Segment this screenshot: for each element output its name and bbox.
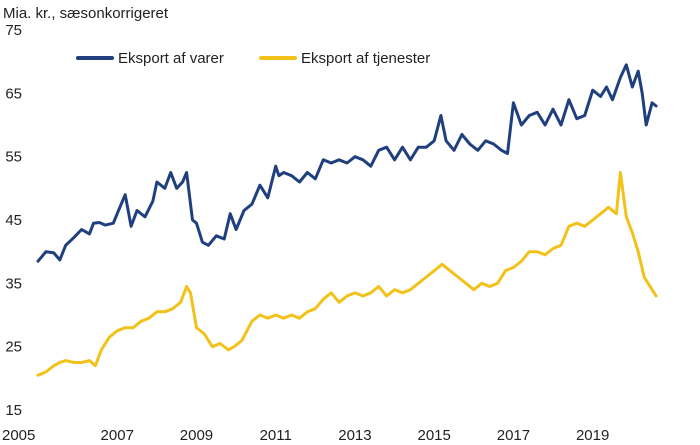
series-line-tjenester [36, 171, 658, 377]
y-tick-labels: 15 25 35 45 55 65 75 [5, 22, 22, 419]
x-tick-label: 2017 [497, 427, 530, 444]
legend-label-varer: Eksport af varer [118, 50, 224, 67]
series-line-varer [36, 63, 658, 263]
y-axis-label: Mia. kr., sæsonkorrigeret [3, 5, 169, 22]
x-tick-label: 2007 [101, 427, 134, 444]
x-tick-label: 2015 [418, 427, 451, 444]
y-tick-label: 45 [5, 212, 22, 229]
x-tick-label: 2005 [2, 427, 35, 444]
y-tick-label: 25 [5, 339, 22, 356]
x-tick-label: 2009 [180, 427, 213, 444]
y-tick-label: 65 [5, 85, 22, 102]
x-tick-label: 2011 [260, 427, 292, 444]
y-tick-label: 15 [5, 402, 22, 419]
y-tick-label: 35 [5, 275, 22, 292]
x-tick-label: 2019 [576, 427, 609, 444]
x-tick-label: 2013 [338, 427, 371, 444]
y-tick-label: 75 [5, 22, 22, 39]
y-tick-label: 55 [5, 149, 22, 166]
x-tick-labels: 2005 2007 2009 2011 2013 2015 2017 2019 [2, 427, 609, 444]
legend: Eksport af varer Eksport af tjenester [76, 50, 430, 67]
series-lines [36, 63, 658, 377]
legend-label-tjenester: Eksport af tjenester [301, 50, 430, 67]
